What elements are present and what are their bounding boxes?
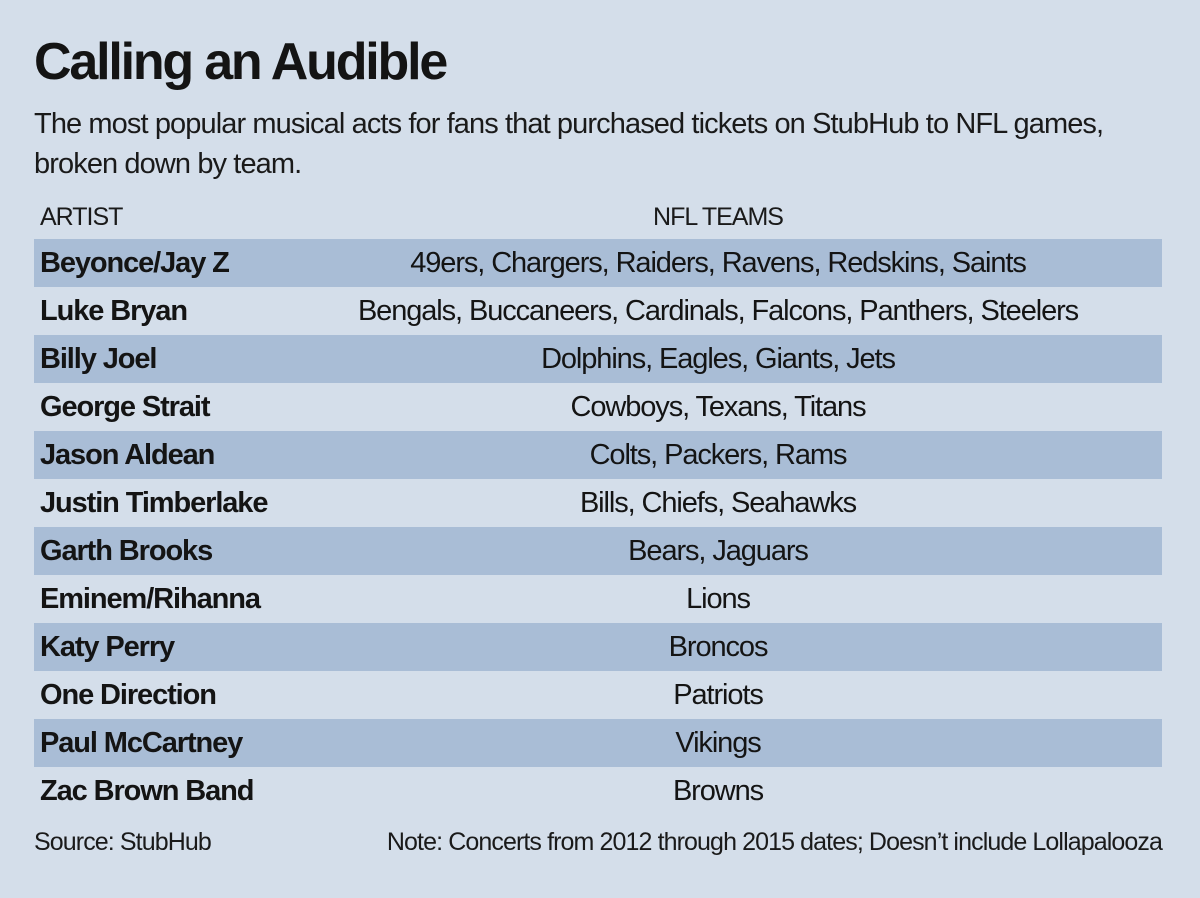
teams-cell: Browns [672,775,764,807]
table-row: George Strait Cowboys, Texans, Titans [34,383,1162,431]
table-header-row: ARTIST NFL TEAMS [34,199,1162,239]
table-row: Jason Aldean Colts, Packers, Rams [34,431,1162,479]
column-header-nfl-teams: NFL TEAMS [653,203,784,231]
teams-cell: 49ers, Chargers, Raiders, Ravens, Redski… [410,247,1027,279]
table-row: Billy Joel Dolphins, Eagles, Giants, Jets [34,335,1162,383]
teams-cell: Vikings [675,727,761,759]
footnote: Note: Concerts from 2012 through 2015 da… [386,828,1163,856]
table-row: Paul McCartney Vikings [34,719,1162,767]
table-row: Justin Timberlake Bills, Chiefs, Seahawks [34,479,1162,527]
chart-footer: Source: StubHub Note: Concerts from 2012… [34,828,1163,864]
artist-cell: Jason Aldean [40,439,215,471]
table-row: Garth Brooks Bears, Jaguars [34,527,1162,575]
artist-cell: Eminem/Rihanna [40,583,261,615]
table-row: Katy Perry Broncos [34,623,1162,671]
table-body: Beyonce/Jay Z 49ers, Chargers, Raiders, R… [34,239,1162,815]
teams-cell: Patriots [673,679,764,711]
teams-cell: Cowboys, Texans, Titans [570,391,867,423]
table-row: Beyonce/Jay Z 49ers, Chargers, Raiders, R… [34,239,1162,287]
artist-cell: Paul McCartney [40,727,243,759]
teams-cell: Lions [686,583,751,615]
artist-cell: Katy Perry [40,631,175,663]
teams-cell: Bills, Chiefs, Seahawks [579,487,857,519]
teams-cell: Colts, Packers, Rams [589,439,848,471]
chart-subtitle: The most popular musical acts for fans t… [34,108,1104,180]
table-row: Luke Bryan Bengals, Buccaneers, Cardinals… [34,287,1162,335]
artist-cell: Zac Brown Band [40,775,255,807]
teams-cell: Bears, Jaguars [628,535,809,567]
artist-cell: One Direction [40,679,217,711]
source-note: Source: StubHub [34,828,212,856]
artist-cell: Luke Bryan [40,295,188,327]
artist-cell: Billy Joel [40,343,157,375]
artist-cell: Justin Timberlake [40,487,268,519]
column-header-artist: ARTIST [40,203,123,231]
artist-cell: Garth Brooks [40,535,213,567]
table-row: Zac Brown Band Browns [34,767,1162,815]
table-row: One Direction Patriots [34,671,1162,719]
artist-cell: George Strait [40,391,211,423]
teams-cell: Dolphins, Eagles, Giants, Jets [541,343,896,375]
teams-cell: Broncos [668,631,769,663]
artist-teams-table: ARTIST NFL TEAMS Beyonce/Jay Z 49ers, Cha… [34,199,1162,815]
teams-cell: Bengals, Buccaneers, Cardinals, Falcons,… [357,295,1079,327]
chart-title: Calling an Audible [34,33,448,91]
table-row: Eminem/Rihanna Lions [34,575,1162,623]
artist-cell: Beyonce/Jay Z [40,247,230,279]
